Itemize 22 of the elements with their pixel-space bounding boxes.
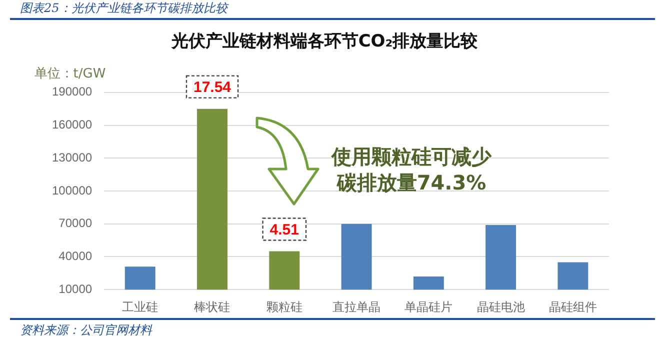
y-axis-title: 单位：t/GW — [34, 66, 106, 82]
x-tick-label: 直拉单晶 — [332, 300, 381, 314]
chart-subtitle: 光伏产业链材料端各环节CO₂排放量比较 — [170, 32, 479, 52]
chart-title: 图表25：光伏产业链各环节碳排放比较 — [20, 0, 228, 17]
annotation: 使用颗粒硅可减少 — [330, 144, 493, 168]
y-tick-label: 10000 — [58, 282, 92, 296]
x-tick-label: 颗粒硅 — [266, 300, 302, 314]
annotation: 17.54 — [193, 78, 232, 96]
x-tick-label: 晶硅组件 — [548, 300, 597, 314]
y-tick-label: 70000 — [58, 216, 92, 230]
y-tick-label: 40000 — [58, 249, 92, 264]
y-tick-label: 130000 — [52, 150, 92, 164]
y-tick-label: 100000 — [52, 183, 92, 198]
annotation: 4.51 — [270, 221, 299, 238]
annotation: 碳排放量74.3% — [336, 170, 486, 194]
x-tick-label: 工业硅 — [122, 300, 158, 314]
x-tick-label: 棒状硅 — [194, 300, 230, 314]
x-tick-label: 晶硅电池 — [476, 300, 525, 314]
text: 资料来源：公司官网材料 — [20, 322, 152, 339]
y-tick-label: 190000 — [52, 84, 92, 99]
x-tick-label: 单晶硅片 — [404, 300, 453, 314]
y-tick-label: 160000 — [52, 118, 92, 132]
